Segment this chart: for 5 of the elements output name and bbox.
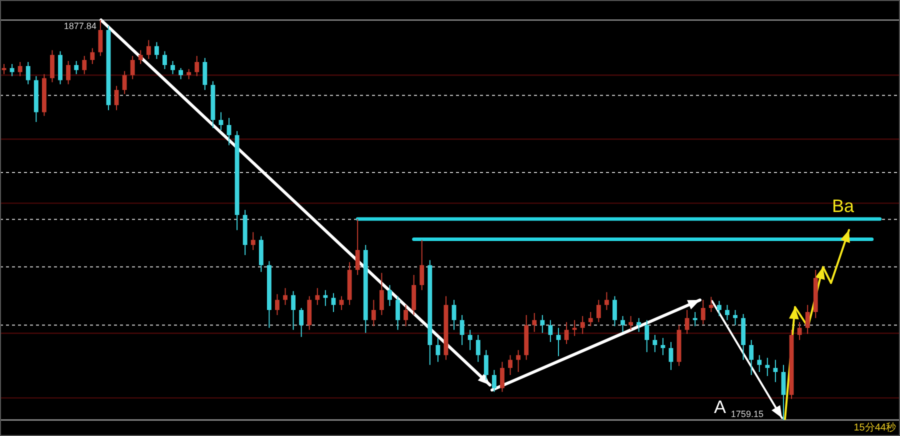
- note: Ba: [832, 196, 854, 216]
- value-note: 1759.15: [730, 409, 764, 419]
- value-note: 1877.84: [64, 21, 96, 32]
- note: A: [714, 396, 726, 417]
- note: 15分44秒: [854, 422, 896, 434]
